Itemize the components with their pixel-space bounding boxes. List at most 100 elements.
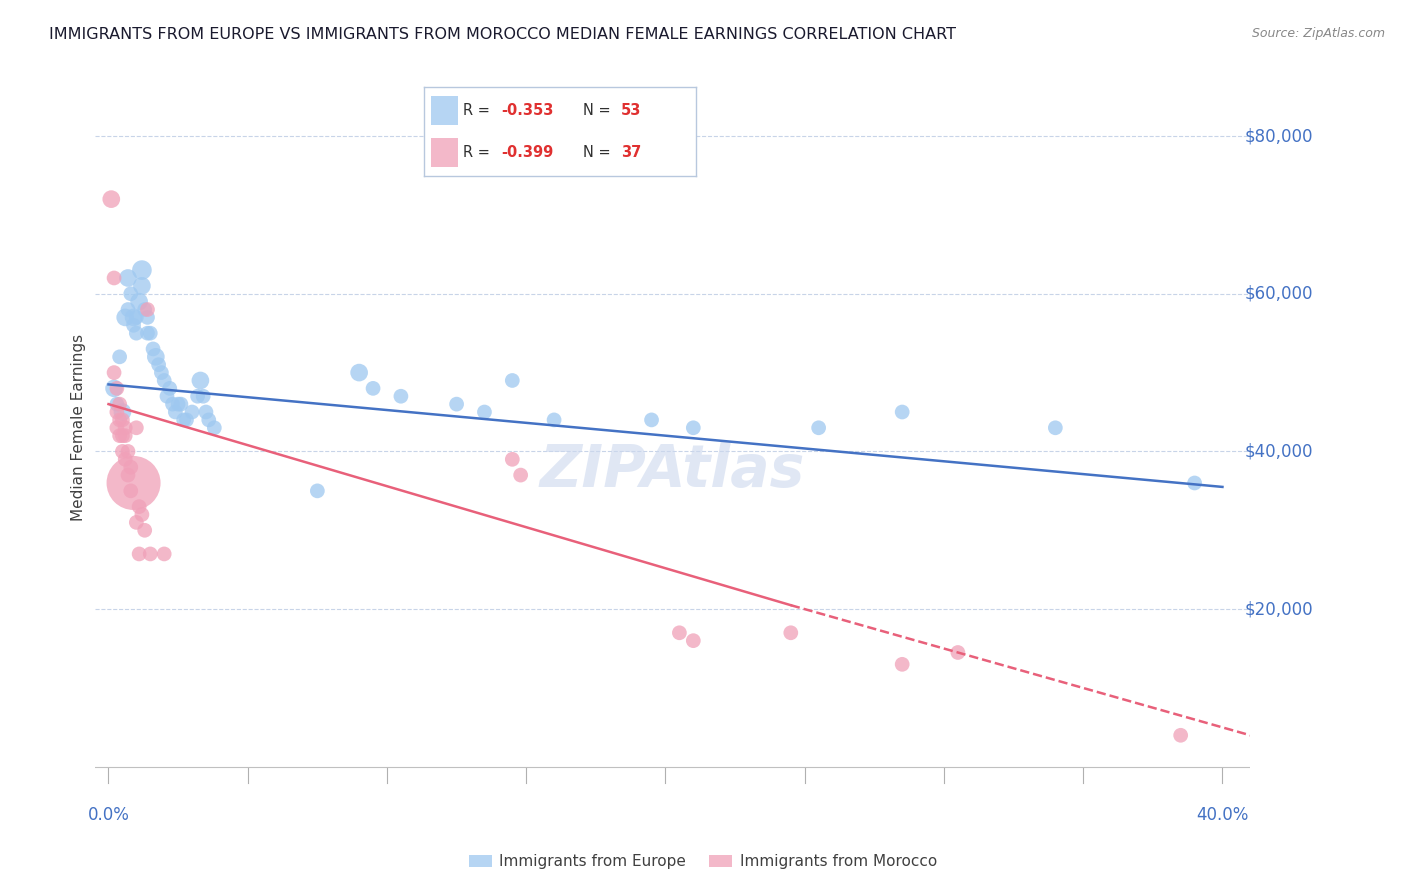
Point [1184,475,1206,490]
Point [307,483,329,498]
Point [100,192,122,206]
Point [105,405,128,419]
Point [122,318,145,333]
Point [181,405,204,419]
Point [142,342,165,356]
Point [131,278,153,293]
Point [501,374,523,388]
Point [128,294,150,309]
Point [139,326,162,341]
Point [134,523,156,537]
Point [114,428,136,442]
Point [1045,421,1067,435]
Point [543,413,565,427]
Point [165,405,187,419]
Point [125,326,148,341]
Point [139,547,162,561]
Point [150,366,173,380]
Point [117,302,139,317]
Point [153,374,176,388]
Point [125,421,148,435]
Text: $20,000: $20,000 [1244,600,1313,618]
Point [501,452,523,467]
Legend: Immigrants from Europe, Immigrants from Morocco: Immigrants from Europe, Immigrants from … [463,848,943,875]
Point [125,310,148,325]
Point [117,271,139,285]
Point [148,358,170,372]
Point [156,389,179,403]
Point [167,397,190,411]
Text: 0.0%: 0.0% [87,806,129,824]
Point [640,413,662,427]
Point [446,397,468,411]
Point [105,381,128,395]
Point [103,271,125,285]
Point [153,547,176,561]
Point [891,657,914,672]
Point [103,366,125,380]
Point [779,625,801,640]
Y-axis label: Median Female Earnings: Median Female Earnings [72,334,86,521]
Point [128,547,150,561]
Point [682,633,704,648]
Point [131,508,153,522]
Point [176,413,198,427]
Point [474,405,496,419]
Point [111,413,134,427]
Point [105,397,128,411]
Point [197,413,219,427]
Point [122,475,145,490]
Point [108,350,131,364]
Point [114,452,136,467]
Text: $80,000: $80,000 [1244,127,1313,145]
Point [187,389,209,403]
Point [202,421,225,435]
Point [136,326,159,341]
Point [120,483,142,498]
Text: $60,000: $60,000 [1244,285,1313,302]
Point [108,428,131,442]
Point [114,310,136,325]
Point [111,405,134,419]
Point [891,405,914,419]
Point [509,468,531,483]
Point [105,421,128,435]
Point [128,500,150,514]
Point [136,310,159,325]
Point [347,366,370,380]
Point [159,381,181,395]
Text: IMMIGRANTS FROM EUROPE VS IMMIGRANTS FROM MOROCCO MEDIAN FEMALE EARNINGS CORRELA: IMMIGRANTS FROM EUROPE VS IMMIGRANTS FRO… [49,27,956,42]
Point [120,460,142,475]
Text: $40,000: $40,000 [1244,442,1313,460]
Point [108,397,131,411]
Text: Source: ZipAtlas.com: Source: ZipAtlas.com [1251,27,1385,40]
Point [1170,728,1192,742]
Point [668,625,690,640]
Point [389,389,412,403]
Point [111,428,134,442]
Point [111,444,134,458]
Point [117,444,139,458]
Point [145,350,167,364]
Point [170,397,193,411]
Point [162,397,184,411]
Point [108,413,131,427]
Point [361,381,384,395]
Point [173,413,195,427]
Point [807,421,830,435]
Point [125,516,148,530]
Point [193,389,215,403]
Point [682,421,704,435]
Point [190,374,212,388]
Point [117,468,139,483]
Point [122,310,145,325]
Point [134,302,156,317]
Point [120,286,142,301]
Point [194,405,217,419]
Point [946,645,969,659]
Point [114,421,136,435]
Point [103,381,125,395]
Text: 40.0%: 40.0% [1197,806,1249,824]
Point [131,263,153,277]
Point [136,302,159,317]
